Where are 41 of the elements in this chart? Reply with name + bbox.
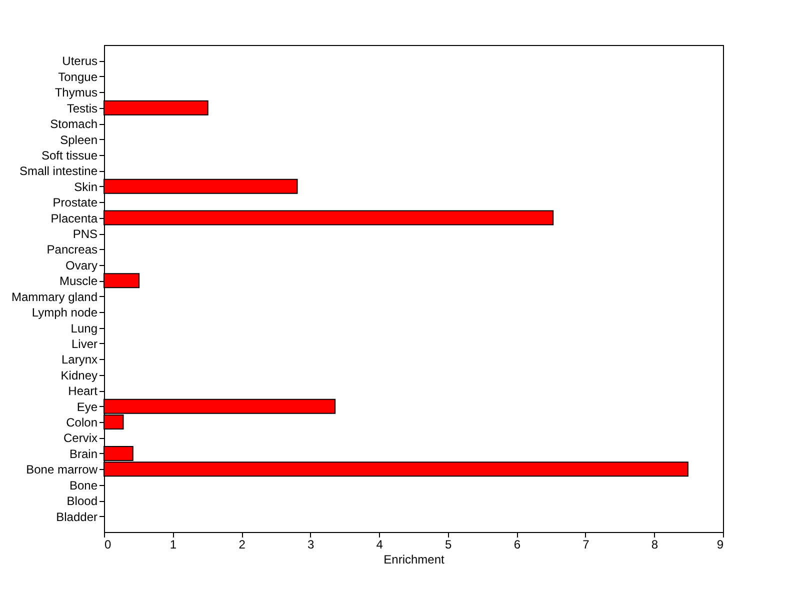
x-tick-label: 8 [651,538,658,552]
y-tick-label: Stomach [50,117,98,132]
y-tick-label: Larynx [61,352,98,367]
x-tick-label: 7 [582,538,590,552]
y-tick-label: Skin [74,180,98,194]
y-tick-label: Ovary [65,258,98,272]
y-tick-label: Bone marrow [26,462,98,477]
y-tick-label: Uterus [62,54,98,68]
y-tick-label: Eye [76,400,98,414]
y-tick-label: Prostate [52,196,98,210]
y-tick-label: Muscle [59,274,98,288]
y-tick-label: Lung [70,321,98,336]
y-tick-label: Colon [66,416,98,430]
x-tick-label: 3 [307,538,314,552]
x-tick-label: 6 [514,538,521,552]
y-tick-label: Tongue [58,70,98,84]
x-tick-label: 1 [170,538,177,552]
x-tick-label: 5 [445,538,452,552]
y-tick-label: Testis [66,101,98,116]
y-tick-label: Bone [69,478,98,492]
x-tick-label: 9 [716,538,724,552]
x-axis-title: Enrichment [384,552,446,566]
y-tick-label: Placenta [50,211,98,226]
y-tick-label: Brain [69,446,98,461]
y-tick-label: Thymus [54,86,98,100]
y-tick-label: Mammary gland [11,290,98,304]
y-tick-label: Small intestine [19,164,98,178]
y-tick-label: Cervix [63,431,98,446]
y-tick-label: PNS [72,227,98,242]
x-tick-label: 4 [376,538,384,552]
y-tick-label: Spleen [60,132,98,147]
y-tick-label: Blood [66,494,98,508]
x-tick-label: 0 [104,538,112,552]
y-tick-label: Pancreas [46,242,98,257]
y-tick-label: Bladder [56,510,98,524]
x-tick-label: 2 [238,538,246,552]
y-tick-label: Lymph node [32,306,98,320]
y-tick-label: Soft tissue [41,148,98,162]
y-tick-label: Liver [71,336,98,351]
y-tick-label: Kidney [60,368,98,382]
y-tick-label: Heart [68,384,98,398]
